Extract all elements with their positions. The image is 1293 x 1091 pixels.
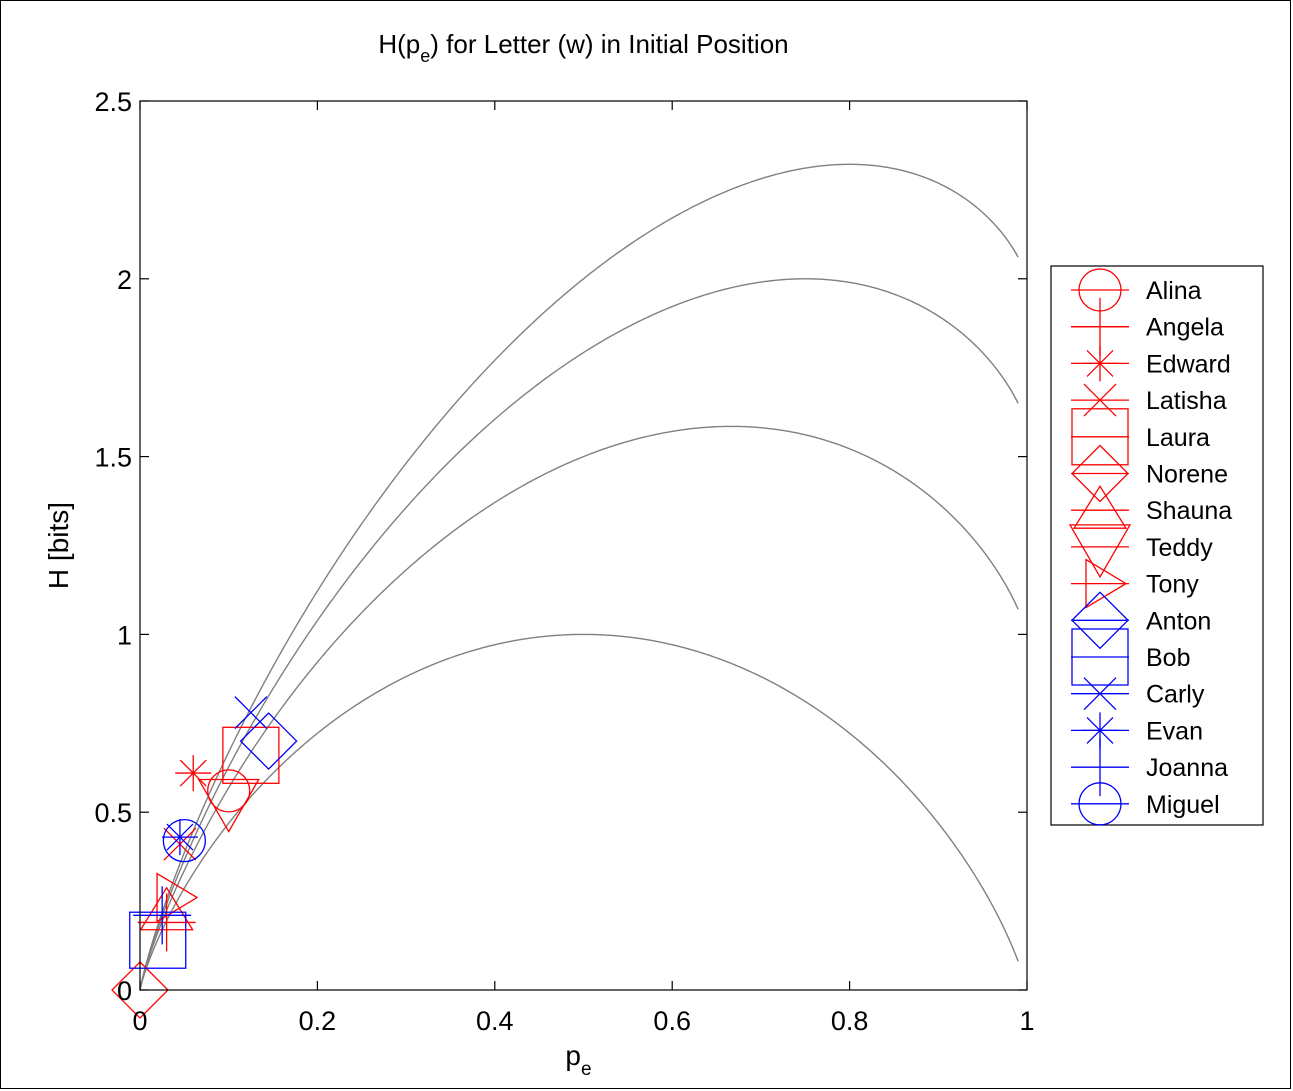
circle-marker [207,769,251,813]
diamond-marker [239,712,298,770]
plus-marker [133,886,192,945]
x-axis-label: pe [565,1040,591,1080]
legend-label: Shauna [1146,497,1232,525]
x-tick-label: 0.6 [653,1006,691,1036]
data-point-tony [156,872,199,923]
legend-label: Norene [1146,461,1228,489]
legend-item-angela: Angela [1071,297,1224,356]
entropy-curve [139,278,1019,990]
legend-label: Miguel [1146,791,1220,819]
entropy-curve [139,633,1019,990]
legend: Alina Angela Edward Latisha Laura Norene Shaun… [1050,265,1264,826]
x-marker [234,696,268,730]
ticks-layer: 0 0.2 0.4 0.6 0.8 1 0 0.5 1 1.5 2 2.5 [94,87,1034,1036]
y-tick-label: 2.5 [94,87,132,117]
y-tick-label: 0 [117,976,132,1006]
asterisk-marker [175,755,212,792]
triangle-down-marker [197,778,260,833]
legend-item-miguel: Miguel [1071,782,1220,826]
legend-item-joanna: Joanna [1071,738,1228,797]
legend-label: Edward [1146,350,1231,378]
x-tick-label: 0.4 [476,1006,514,1036]
legend-item-norene: Norene [1071,444,1228,503]
legend-item-edward: Edward [1071,345,1231,382]
legend-label: Bob [1146,644,1190,672]
curves-layer [139,163,1019,990]
legend-label: Latisha [1146,387,1227,415]
legend-item-carly: Carly [1071,677,1205,711]
legend-circle-marker [1078,782,1122,826]
legend-diamond-marker [1071,591,1129,650]
legend-item-alina: Alina [1071,268,1202,312]
data-point-alina [207,769,251,813]
legend-label: Angela [1146,314,1224,342]
legend-item-bob: Bob [1071,628,1190,686]
data-point-angela [137,893,196,952]
data-point-norene [111,961,169,1019]
triangle-right-marker [156,872,199,923]
x-tick-label: 0.8 [831,1006,869,1036]
entropy-curve [139,425,1019,990]
x-tick-label: 0.2 [299,1006,337,1036]
legend-box [1050,265,1264,826]
diamond-marker [111,961,169,1019]
legend-label: Teddy [1146,534,1213,562]
data-point-teddy [197,778,260,833]
legend-plus-marker [1071,738,1129,797]
square-marker [129,911,187,969]
data-point-evan [161,819,198,856]
plus-marker [137,893,196,952]
data-point-shauna [139,886,194,931]
y-axis-label: H [bits] [43,502,74,589]
data-point-edward [175,755,212,792]
triangle-up-marker [139,886,194,931]
legend-x-marker [1083,677,1117,711]
asterisk-marker [161,819,198,856]
legend-diamond-marker [1071,444,1129,503]
axes-layer [139,100,1028,991]
legend-label: Carly [1146,681,1205,709]
legend-item-laura: Laura [1071,408,1210,466]
x-tick-label: 0 [132,1006,147,1036]
circle-marker [162,818,207,863]
markers-layer [111,696,298,1019]
plot-area-border [139,100,1028,991]
data-point-miguel [162,818,207,863]
y-tick-label: 1 [117,620,132,650]
legend-label: Anton [1146,607,1211,635]
data-point-anton [239,712,298,770]
legend-item-anton: Anton [1071,591,1211,650]
x-tick-label: 1 [1019,1006,1034,1036]
legend-label: Tony [1146,571,1199,599]
legend-triangle-right-marker [1085,558,1128,609]
legend-triangle-up-marker [1072,484,1128,529]
legend-asterisk-marker [1082,712,1118,749]
legend-square-marker [1071,628,1129,686]
legend-label: Laura [1146,424,1210,452]
legend-item-tony: Tony [1071,558,1199,609]
legend-item-shauna: Shauna [1071,484,1232,529]
legend-label: Alina [1146,277,1202,305]
data-point-bob [129,911,187,969]
legend-label: Joanna [1146,754,1228,782]
chart-title: H(pe) for Letter (w) in Initial Position [378,29,788,66]
y-tick-label: 1.5 [94,443,132,473]
legend-asterisk-marker [1082,345,1118,382]
legend-triangle-down-marker [1068,524,1132,579]
data-point-joanna [133,886,192,945]
entropy-curve [139,163,1019,990]
data-point-carly [234,696,268,730]
square-marker [222,726,280,784]
legend-label: Evan [1146,717,1203,745]
y-tick-label: 2 [117,265,132,295]
legend-item-latisha: Latisha [1071,383,1227,417]
data-point-laura [222,726,280,784]
y-tick-label: 0.5 [94,798,132,828]
legend-x-marker [1083,383,1117,417]
legend-square-marker [1071,408,1129,466]
legend-item-evan: Evan [1071,712,1203,749]
legend-item-teddy: Teddy [1068,524,1213,579]
